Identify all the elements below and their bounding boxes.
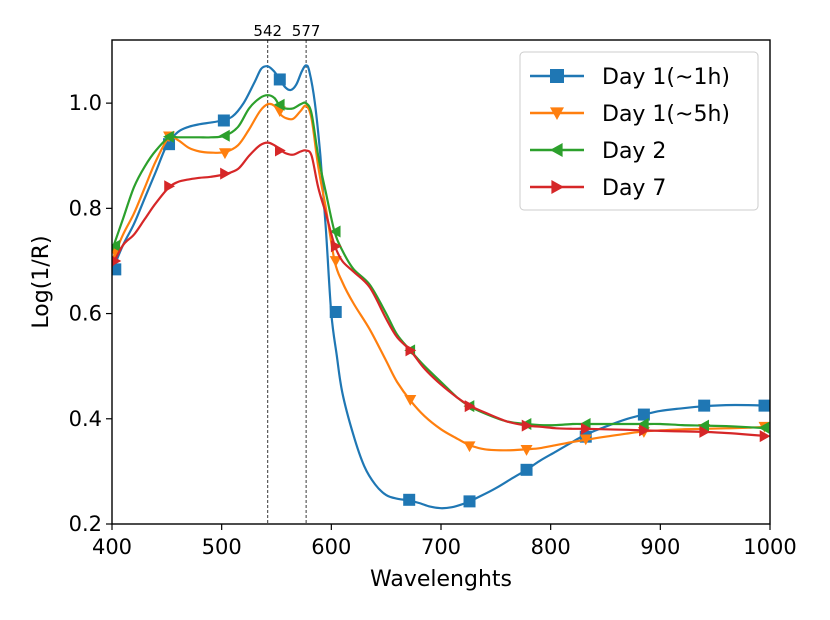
x-axis-label: Wavelenghts xyxy=(370,567,512,592)
y-tick-label: 0.2 xyxy=(69,512,102,536)
x-tick-label: 400 xyxy=(92,535,132,559)
annotations: 542 577 xyxy=(253,22,320,524)
x-tick-label: 700 xyxy=(421,535,461,559)
series-line xyxy=(112,141,768,438)
x-tick-label: 500 xyxy=(202,535,242,559)
x-tick-label: 600 xyxy=(311,535,351,559)
data-point xyxy=(758,399,770,412)
annotation-label: 577 xyxy=(292,22,321,40)
data-point xyxy=(112,263,122,276)
data-point xyxy=(112,255,122,267)
data-point xyxy=(579,434,592,446)
data-point xyxy=(520,463,533,476)
y-tick-label: 0.6 xyxy=(69,302,102,326)
series-line xyxy=(112,94,768,430)
data-point xyxy=(521,419,533,432)
data-point xyxy=(218,129,230,142)
data-point xyxy=(463,441,476,453)
data-point xyxy=(164,180,176,193)
data-point xyxy=(464,400,476,413)
legend-item: Day 2 xyxy=(530,139,666,164)
data-point xyxy=(463,495,476,508)
series-line xyxy=(112,102,768,452)
data-point xyxy=(698,419,709,432)
data-point xyxy=(274,144,286,157)
y-axis-label: Log(1/R) xyxy=(29,235,54,328)
x-tick-label: 900 xyxy=(640,535,680,559)
x-tick-label: 1000 xyxy=(743,535,796,559)
legend-label: Day 1(~5h) xyxy=(602,102,730,127)
y-tick-label: 0.4 xyxy=(69,407,102,431)
x-axis: 400 500 600 700 800 900 1000 xyxy=(92,524,797,559)
legend-box xyxy=(519,51,759,211)
data-point xyxy=(639,424,650,437)
data-point xyxy=(220,167,231,180)
legend-swatch-marker xyxy=(550,69,564,83)
legend-swatch-marker xyxy=(551,180,564,194)
data-point xyxy=(163,130,174,143)
legend-item: Day 1(~5h) xyxy=(530,102,730,127)
data-point xyxy=(329,305,342,318)
data-point xyxy=(637,418,649,431)
plot-area: 542 577 xyxy=(111,22,771,525)
data-point xyxy=(273,73,286,86)
data-point xyxy=(758,421,770,434)
legend: Day 1(~1h) Day 1(~5h) Day 2 Day 7 xyxy=(519,51,759,211)
series-1 xyxy=(112,64,770,510)
legend-label: Day 1(~1h) xyxy=(602,65,730,90)
legend-item: Day 1(~1h) xyxy=(530,65,730,90)
y-axis: 0.2 0.4 0.6 0.8 1.0 xyxy=(69,91,112,536)
data-point xyxy=(330,240,342,253)
series-3 xyxy=(112,94,770,434)
data-point xyxy=(112,239,121,252)
legend-label: Day 7 xyxy=(602,176,666,201)
data-point xyxy=(403,493,416,506)
series-layer xyxy=(112,64,770,510)
y-tick-label: 1.0 xyxy=(69,91,102,115)
data-point xyxy=(329,225,341,238)
data-point xyxy=(218,148,231,160)
legend-swatch-marker xyxy=(550,143,563,157)
data-point xyxy=(405,344,417,357)
series-4 xyxy=(112,141,770,443)
data-point xyxy=(329,256,342,267)
legend-item: Day 7 xyxy=(530,176,666,201)
data-point xyxy=(404,395,417,406)
data-point xyxy=(273,98,285,111)
legend-label: Day 2 xyxy=(602,139,666,164)
y-tick-label: 0.8 xyxy=(69,196,102,220)
data-point xyxy=(520,445,533,456)
legend-swatch-marker xyxy=(550,107,564,120)
data-point xyxy=(580,422,592,435)
x-tick-label: 800 xyxy=(531,535,571,559)
data-point xyxy=(698,399,711,412)
data-point xyxy=(759,430,770,443)
data-point xyxy=(637,408,650,421)
data-point xyxy=(217,114,230,127)
annotation-label: 542 xyxy=(253,22,282,40)
data-point xyxy=(699,425,711,438)
